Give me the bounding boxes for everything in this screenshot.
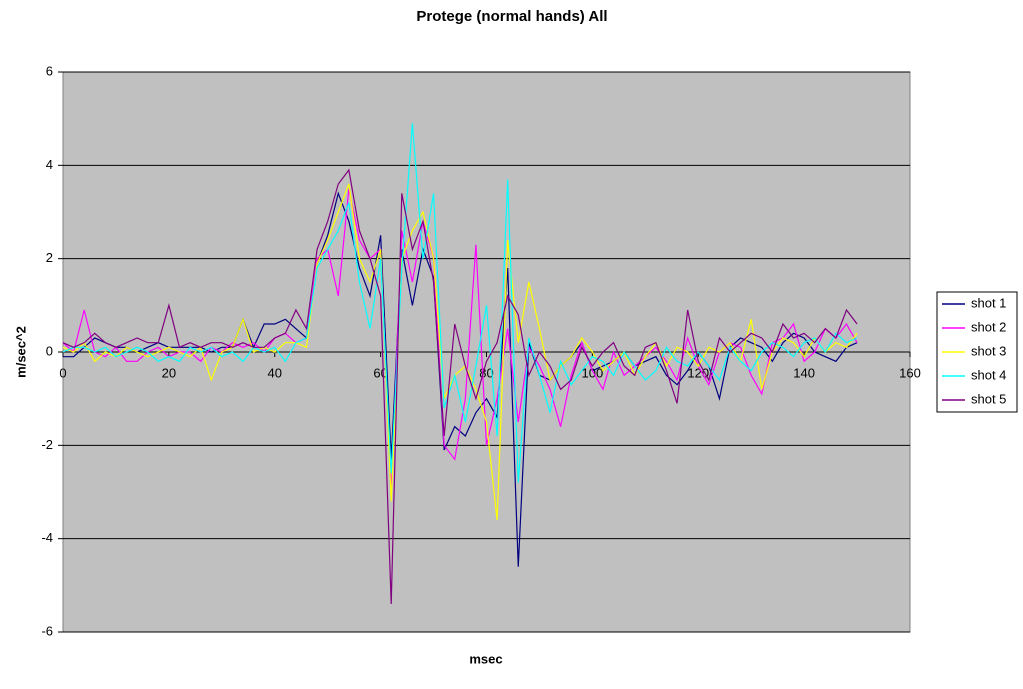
- y-tick-label: -2: [41, 437, 53, 452]
- x-axis-title: msec: [469, 651, 502, 666]
- legend-label: shot 1: [971, 295, 1006, 310]
- legend-label: shot 3: [971, 343, 1006, 358]
- y-axis-title: m/sec^2: [13, 326, 28, 378]
- data-line: [62, 183, 858, 521]
- x-tick-label: 100: [582, 365, 604, 380]
- x-tick-label: 160: [899, 365, 921, 380]
- x-tick-label: 60: [373, 365, 387, 380]
- legend-label: shot 2: [971, 319, 1006, 334]
- legend-label: shot 5: [971, 391, 1006, 406]
- x-tick-label: 20: [162, 365, 176, 380]
- legend-label: shot 4: [971, 367, 1006, 382]
- y-tick-label: 6: [46, 63, 53, 78]
- y-tick-label: 2: [46, 250, 53, 265]
- x-tick-label: 0: [59, 365, 66, 380]
- y-tick-label: 4: [46, 157, 53, 172]
- y-tick-label: -4: [41, 530, 53, 545]
- x-tick-label: 140: [793, 365, 815, 380]
- x-tick-label: 40: [268, 365, 282, 380]
- y-tick-label: 0: [46, 343, 53, 358]
- chart-title: Protege (normal hands) All: [416, 8, 607, 25]
- data-line: [62, 168, 858, 605]
- y-tick-label: -6: [41, 623, 53, 638]
- data-line: [62, 123, 858, 483]
